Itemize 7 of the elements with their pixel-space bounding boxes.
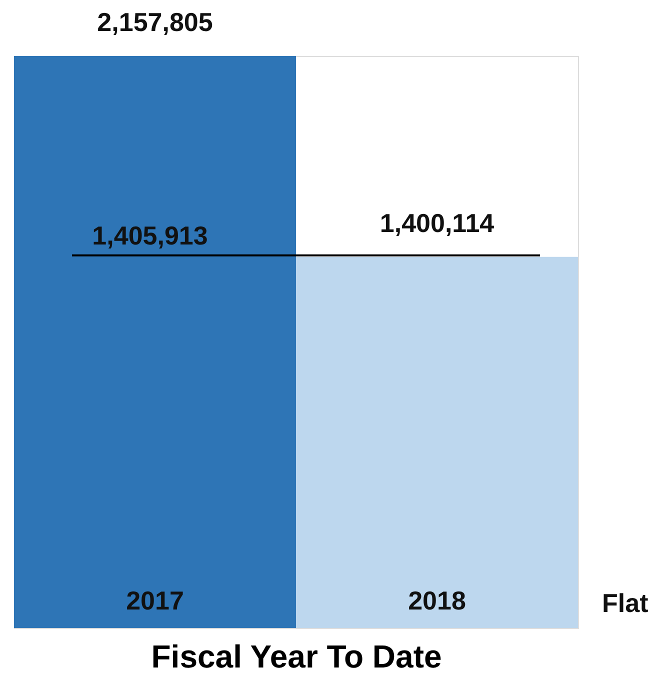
data-label: 1,400,114 (380, 208, 495, 238)
x-tick-label: 2017 (126, 586, 184, 616)
data-label: 2,157,805 (97, 7, 213, 37)
x-axis-title: Fiscal Year To Date (151, 638, 442, 674)
ref-line-label: 1,405,913 (92, 220, 208, 250)
x-tick-label: 2018 (408, 586, 466, 616)
text: Flat (602, 588, 649, 618)
